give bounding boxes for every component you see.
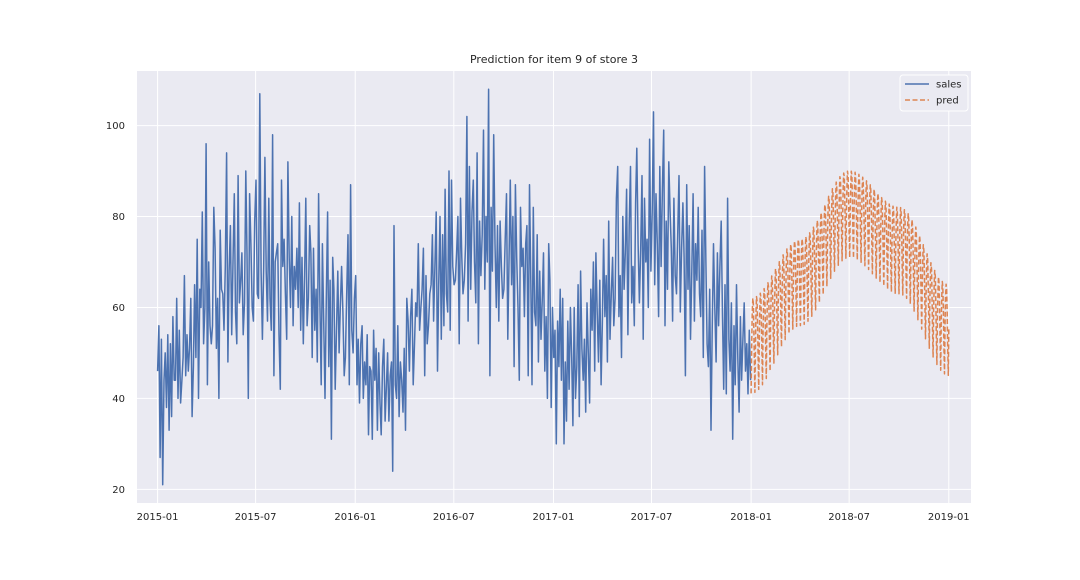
legend: sales pred bbox=[899, 74, 969, 112]
x-tick-label: 2015-07 bbox=[235, 512, 277, 523]
plot-background bbox=[137, 71, 971, 503]
chart-title: Prediction for item 9 of store 3 bbox=[470, 53, 638, 66]
x-tick-label: 2016-07 bbox=[433, 512, 475, 523]
y-tick-label: 80 bbox=[112, 212, 125, 223]
legend-label-pred: pred bbox=[936, 96, 959, 107]
y-tick-label: 40 bbox=[112, 394, 125, 405]
y-tick-label: 20 bbox=[112, 485, 125, 496]
y-tick-label: 100 bbox=[106, 121, 125, 132]
series-line-sales bbox=[156, 88, 752, 486]
series-line-pred bbox=[750, 170, 950, 394]
legend-label-sales: sales bbox=[936, 80, 961, 91]
x-tick-label: 2017-01 bbox=[533, 512, 575, 523]
x-tick-labels: 2015-01 2015-07 2016-01 2016-07 2017-01 2017-… bbox=[137, 512, 970, 523]
x-tick-label: 2018-01 bbox=[730, 512, 772, 523]
x-tick-label: 2017-07 bbox=[631, 512, 673, 523]
x-tick-label: 2015-01 bbox=[137, 512, 179, 523]
x-tick-label: 2016-01 bbox=[334, 512, 376, 523]
y-tick-label: 60 bbox=[112, 303, 125, 314]
x-tick-label: 2018-07 bbox=[828, 512, 870, 523]
series-layer bbox=[156, 88, 950, 486]
x-tick-label: 2019-01 bbox=[928, 512, 970, 523]
y-tick-labels: 20 40 60 80 100 bbox=[106, 121, 125, 496]
